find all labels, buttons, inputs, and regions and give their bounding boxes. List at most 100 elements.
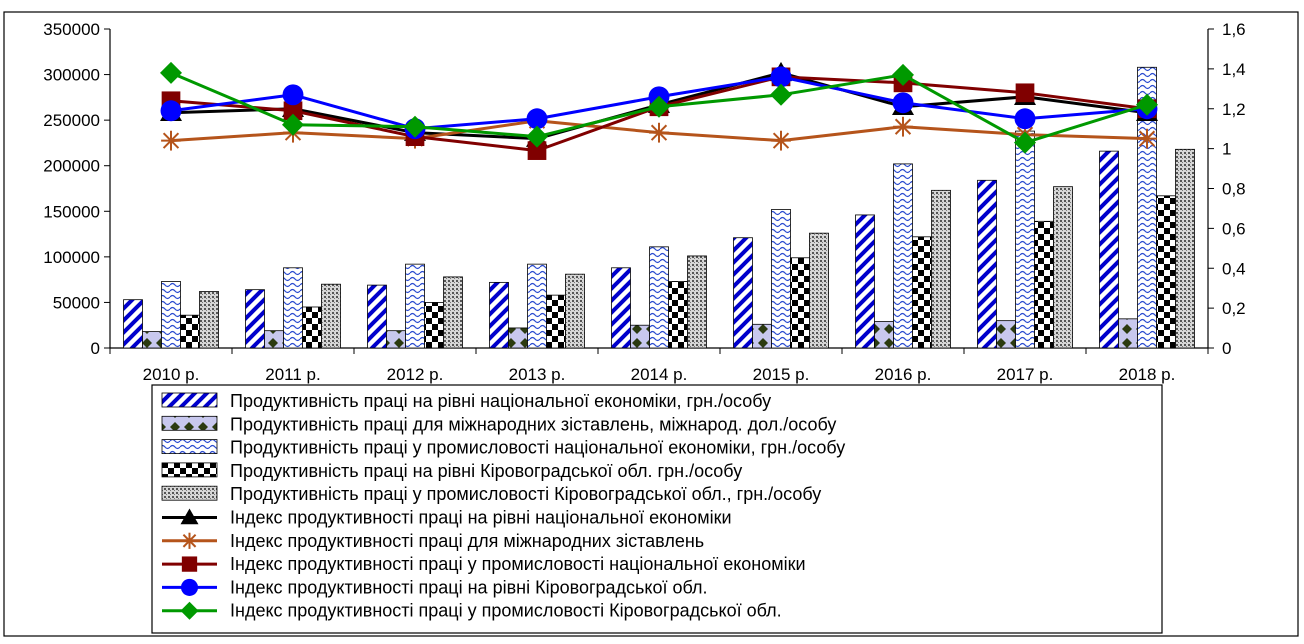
y-right-tick-label: 0,8 <box>1222 180 1246 199</box>
bar <box>405 263 425 349</box>
line-marker <box>181 532 198 549</box>
legend-label: Продуктивність праці на рівні національн… <box>230 391 771 411</box>
bar <box>546 294 566 349</box>
y-right-tick-label: 1,2 <box>1222 100 1246 119</box>
star-stroke <box>894 118 912 135</box>
bar <box>687 255 707 349</box>
bar <box>874 321 894 349</box>
legend-label: Індекс продуктивності праці на рівні нац… <box>230 508 732 528</box>
x-tick-label: 2014 р. <box>631 365 688 384</box>
x-tick-label: 2012 р. <box>387 365 444 384</box>
bar <box>489 281 509 349</box>
y-left-tick-label: 350000 <box>43 20 100 39</box>
line-marker <box>648 95 670 118</box>
y-left-tick-label: 200000 <box>43 157 100 176</box>
legend-label: Продуктивність праці для міжнародних зіс… <box>230 414 836 434</box>
bar <box>893 163 913 349</box>
bar <box>996 320 1016 349</box>
star-stroke <box>650 124 668 141</box>
tick-labels-group: 0 50000 100000 150000 200000 250000 300000 3500… <box>43 20 1245 384</box>
bar <box>527 263 547 349</box>
bar <box>508 327 528 349</box>
star-stroke <box>182 534 197 548</box>
bar <box>123 299 143 349</box>
y-right-tick-label: 1,4 <box>1222 60 1246 79</box>
x-tick-label: 2017 р. <box>997 365 1054 384</box>
legend-swatch <box>161 485 218 501</box>
legend-label: Індекс продуктивності праці у промислово… <box>230 554 806 574</box>
legend-swatch <box>161 392 218 408</box>
line-marker <box>181 556 198 572</box>
bar <box>264 330 284 349</box>
y-left-tick-label: 100000 <box>43 248 100 267</box>
x-tick-label: 2013 р. <box>509 365 566 384</box>
bar <box>855 214 875 349</box>
bar <box>912 236 932 349</box>
x-tick-label: 2016 р. <box>875 365 932 384</box>
bar <box>1118 318 1138 349</box>
line-marker <box>770 83 792 106</box>
line-marker <box>771 130 791 151</box>
star-stroke <box>162 132 180 149</box>
legend-box <box>151 384 1163 634</box>
star-stroke <box>1138 130 1156 147</box>
x-tick-label: 2010 р. <box>143 365 200 384</box>
line-marker <box>1015 83 1035 103</box>
bar <box>630 324 650 349</box>
line-marker <box>1014 108 1036 130</box>
legend-swatch <box>161 462 218 478</box>
line-marker <box>282 84 304 106</box>
bar <box>302 306 322 349</box>
bar <box>443 276 463 349</box>
bar <box>424 302 444 349</box>
y-left-tick-label: 50000 <box>53 293 100 312</box>
bar <box>321 283 341 349</box>
x-tick-label: 2018 р. <box>1119 365 1176 384</box>
bar <box>733 237 753 349</box>
legend-label: Індекс продуктивності праці на рівні Кір… <box>230 577 708 597</box>
bar <box>245 289 265 349</box>
bar <box>977 179 997 349</box>
bar <box>611 267 631 349</box>
line-marker <box>160 100 182 122</box>
star-stroke <box>772 132 790 149</box>
y-right-tick-label: 0,2 <box>1222 299 1246 318</box>
bar <box>386 330 406 349</box>
bar <box>649 246 669 349</box>
legend-swatch <box>161 439 218 455</box>
y-left-tick-label: 150000 <box>43 202 100 221</box>
chart-frame <box>3 11 1299 637</box>
bar <box>1099 150 1119 349</box>
line-marker <box>892 63 914 86</box>
bar <box>809 232 829 349</box>
line-marker <box>649 122 669 143</box>
legend-group: Продуктивність праці на рівні національн… <box>161 391 845 621</box>
x-tick-label: 2015 р. <box>753 365 810 384</box>
line-marker <box>527 141 547 160</box>
legend-swatch <box>161 415 218 431</box>
line-marker <box>283 101 303 121</box>
bar <box>199 291 219 349</box>
bar <box>1034 220 1054 349</box>
bar <box>771 209 791 349</box>
line-marker <box>160 61 182 84</box>
legend-label: Продуктивність праці на рівні Кіровоград… <box>230 461 742 481</box>
y-left-tick-label: 250000 <box>43 111 100 130</box>
legend-label: Продуктивність праці у промисловості Кір… <box>230 484 821 504</box>
line-marker <box>404 115 426 138</box>
bar <box>283 267 303 349</box>
y-right-tick-label: 0 <box>1222 339 1231 358</box>
line-marker <box>770 66 792 88</box>
y-right-tick-label: 1 <box>1222 140 1231 159</box>
x-tick-label: 2011 р. <box>265 365 320 384</box>
line-marker <box>526 125 548 148</box>
y-left-tick-label: 300000 <box>43 66 100 85</box>
line-marker <box>282 113 304 136</box>
bar <box>1156 195 1176 349</box>
bar <box>1175 148 1195 349</box>
y-right-tick-label: 0,4 <box>1222 259 1246 278</box>
line-marker <box>1014 131 1036 154</box>
line-marker <box>180 601 199 620</box>
legend-label: Індекс продуктивності праці у промислово… <box>230 601 782 621</box>
